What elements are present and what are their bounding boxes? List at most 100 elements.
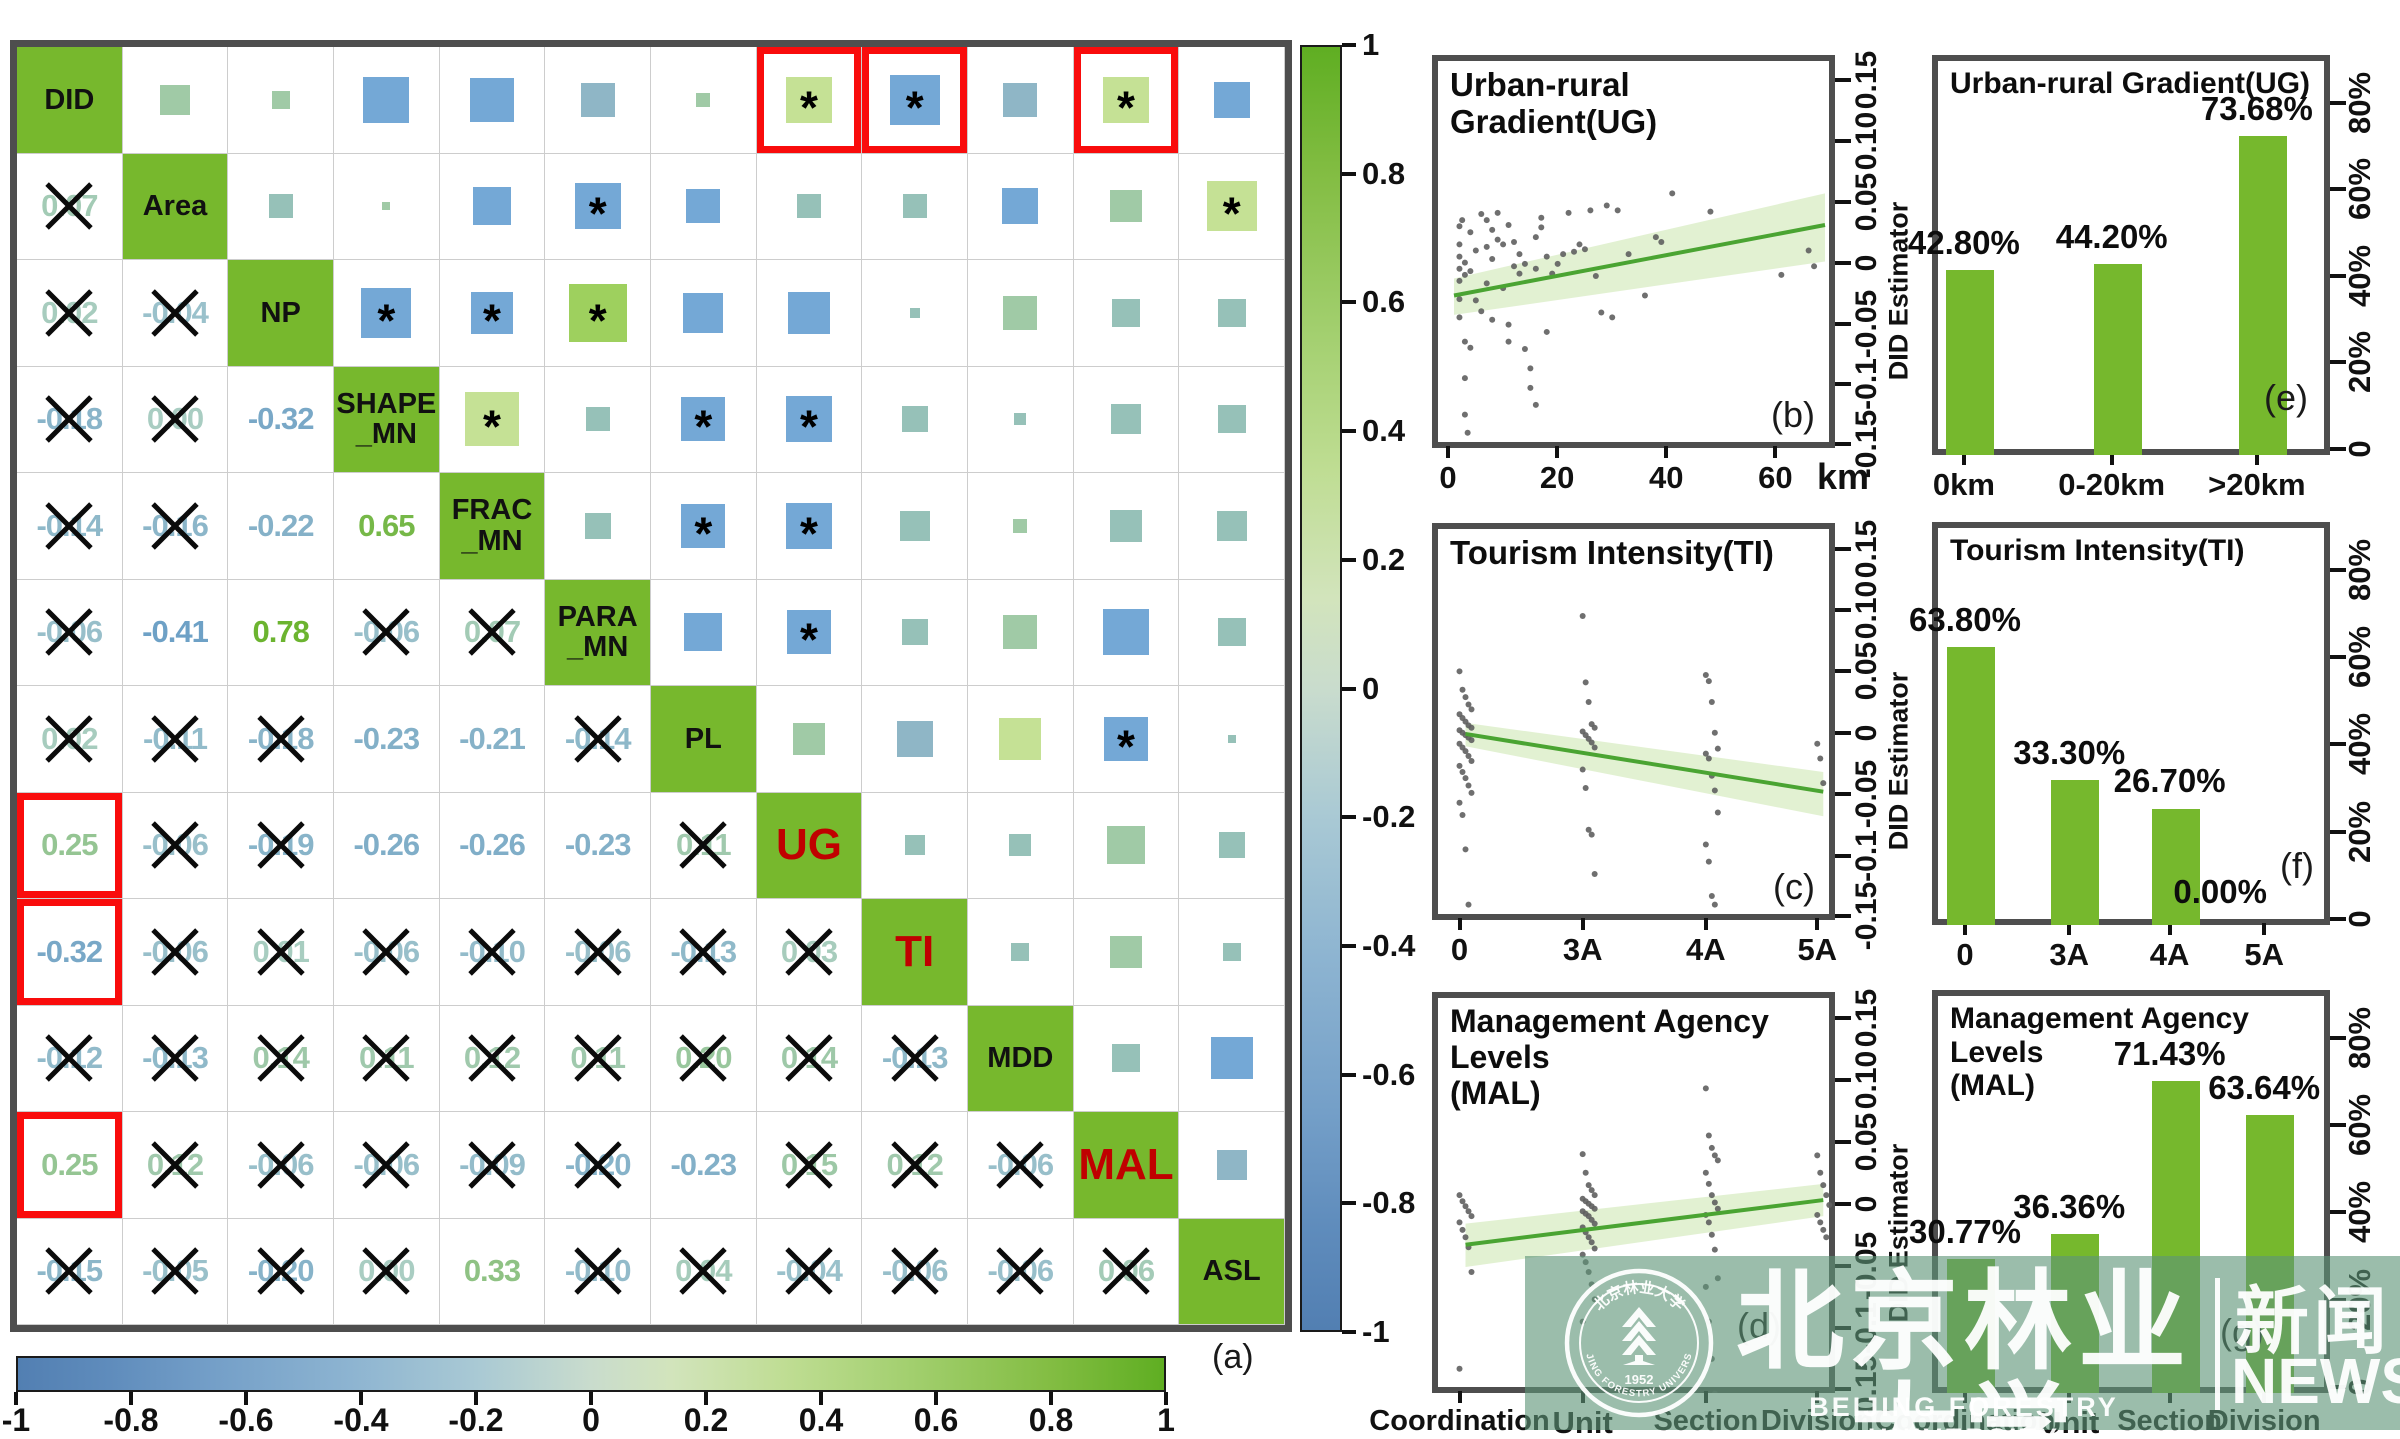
matrix-cell-r4c6: [545, 366, 651, 473]
y-tick: [1835, 669, 1851, 674]
x-tick: [2109, 453, 2114, 465]
correlation-value: -0.14: [36, 507, 103, 543]
matrix-cell-r2c12: *: [1179, 153, 1285, 260]
matrix-cell-r7c9: [862, 686, 968, 793]
significance-star: *: [694, 400, 713, 453]
correlation-value: -0.22: [247, 507, 315, 543]
correlation-value: -0.13: [670, 933, 737, 969]
matrix-cell-r1c4: [333, 47, 440, 154]
matrix-cell-r11c5: -0.09: [439, 1112, 546, 1219]
bar-Section: [2151, 1081, 2200, 1393]
matrix-cell-r10c4: 0.11: [333, 1005, 440, 1112]
y-tick-label: 20%: [2342, 1268, 2377, 1331]
hcbar-tick: [1164, 1392, 1168, 1405]
variable-label: MDD: [987, 1042, 1054, 1075]
matrix-cell-r12c7: 0.04: [650, 1218, 757, 1325]
y-tick: [2330, 567, 2346, 572]
x-tick-label: 5A: [2244, 937, 2284, 972]
matrix-cell-r6c3: 0.78: [228, 579, 334, 686]
y-tick-label: 0: [1850, 724, 1883, 742]
hcbar-tick: [589, 1392, 593, 1405]
matrix-cell-r7c4: -0.23: [333, 686, 440, 793]
bar-value-label: 44.20%: [2055, 217, 2168, 255]
y-tick-label: 0.15: [1850, 519, 1883, 578]
y-tick-label: 0: [1850, 1195, 1883, 1213]
panel-title: Urban-rural Gradient(UG): [1450, 66, 1658, 140]
hcbar-tick: [129, 1392, 133, 1405]
correlation-value: -0.18: [247, 720, 315, 756]
correlation-square: [901, 406, 928, 433]
hcbar-tick-label: 0.4: [798, 1402, 844, 1438]
x-tick-label: 4A: [1686, 932, 1726, 967]
matrix-cell-r4c8: *: [756, 366, 863, 473]
correlation-value: -0.06: [353, 933, 420, 969]
matrix-cell-r8c11: [1073, 792, 1180, 899]
vcbar-tick: [1342, 1330, 1356, 1334]
x-tick: [1446, 446, 1450, 458]
matrix-cell-r6c7: [650, 579, 757, 686]
correlation-square: [901, 619, 928, 646]
matrix-cell-r5c2: -0.16: [122, 473, 229, 580]
correlation-value: -0.06: [142, 933, 209, 969]
bar-value-label: 26.70%: [2113, 762, 2226, 800]
correlation-square: [1216, 1149, 1247, 1180]
matrix-cell-r4c11: [1073, 366, 1180, 473]
correlation-value: -0.06: [987, 1253, 1054, 1289]
x-tick-label: 0-20km: [2058, 467, 2166, 502]
correlation-square: [686, 189, 721, 224]
correlation-value: -0.19: [247, 827, 315, 863]
matrix-cell-r2c2: Area: [122, 153, 229, 260]
matrix-cell-r11c9: 0.12: [862, 1112, 968, 1219]
matrix-cell-r7c7: PL: [650, 686, 757, 793]
y-tick: [1835, 608, 1851, 613]
vcbar-tick: [1342, 815, 1356, 820]
correlation-square: [1106, 826, 1145, 865]
significance-star: *: [377, 294, 396, 347]
correlation-value: -0.06: [881, 1253, 949, 1289]
correlation-matrix-panel: DID * * * 0.07 Area * * 0.02 -0.04 NP * * * -0.18 0.00-…: [10, 40, 1292, 1332]
correlation-value: -0.14: [564, 720, 632, 756]
matrix-cell-r2c1: 0.07: [17, 153, 123, 260]
matrix-cell-r4c1: -0.18: [17, 366, 123, 473]
correlation-value: -0.21: [459, 720, 526, 756]
confidence-band: [1465, 1183, 1824, 1268]
matrix-cell-r2c3: [228, 153, 334, 260]
x-tick-label: Division: [1760, 1405, 1874, 1437]
correlation-value: 0.25: [41, 827, 98, 863]
matrix-cell-r2c7: [650, 153, 757, 260]
matrix-cell-r11c4: -0.06: [333, 1112, 440, 1219]
significance-star: *: [800, 507, 818, 560]
matrix-cell-r5c8: *: [756, 473, 863, 580]
correlation-value: -0.10: [564, 1253, 632, 1289]
x-tick: [1664, 446, 1669, 458]
matrix-cell-r1c5: [439, 47, 546, 154]
matrix-cell-r6c12: [1179, 579, 1285, 686]
matrix-cell-r2c9: [862, 153, 968, 260]
x-tick-label: 3A: [1562, 932, 1603, 967]
significance-star: *: [483, 400, 501, 453]
correlation-square: [1217, 405, 1246, 434]
correlation-square: *: [568, 283, 627, 343]
scatter-panel-ti: Tourism Intensity(TI) (c) 0.15 0.10 0.05 0 -…: [1432, 519, 1937, 993]
panel-label-c: (c): [1773, 866, 1815, 907]
hcbar-tick-label: 1: [1157, 1402, 1175, 1438]
correlation-value: 0.00: [358, 1253, 415, 1289]
matrix-cell-r3c12: [1179, 260, 1285, 367]
variable-label: NP: [260, 296, 301, 329]
matrix-cell-r8c3: -0.19: [228, 792, 334, 899]
y-tick-label: 80%: [2342, 538, 2377, 601]
y-tick: [1835, 260, 1851, 265]
y-tick-label: 20%: [2342, 331, 2377, 394]
matrix-cell-r10c11: [1073, 1005, 1180, 1112]
y-tick: [1835, 546, 1851, 551]
y-tick-label: 40%: [2342, 244, 2377, 307]
x-tick-label: 3A: [2049, 937, 2090, 972]
x-tick-label: 0km: [1932, 467, 1995, 502]
matrix-cell-r2c11: [1073, 153, 1180, 260]
correlation-square: [580, 82, 615, 117]
correlation-value: -0.13: [881, 1040, 949, 1076]
x-tick: [1457, 918, 1462, 930]
panel-title: Tourism Intensity(TI): [1950, 534, 2245, 567]
correlation-value: -0.18: [36, 401, 103, 437]
